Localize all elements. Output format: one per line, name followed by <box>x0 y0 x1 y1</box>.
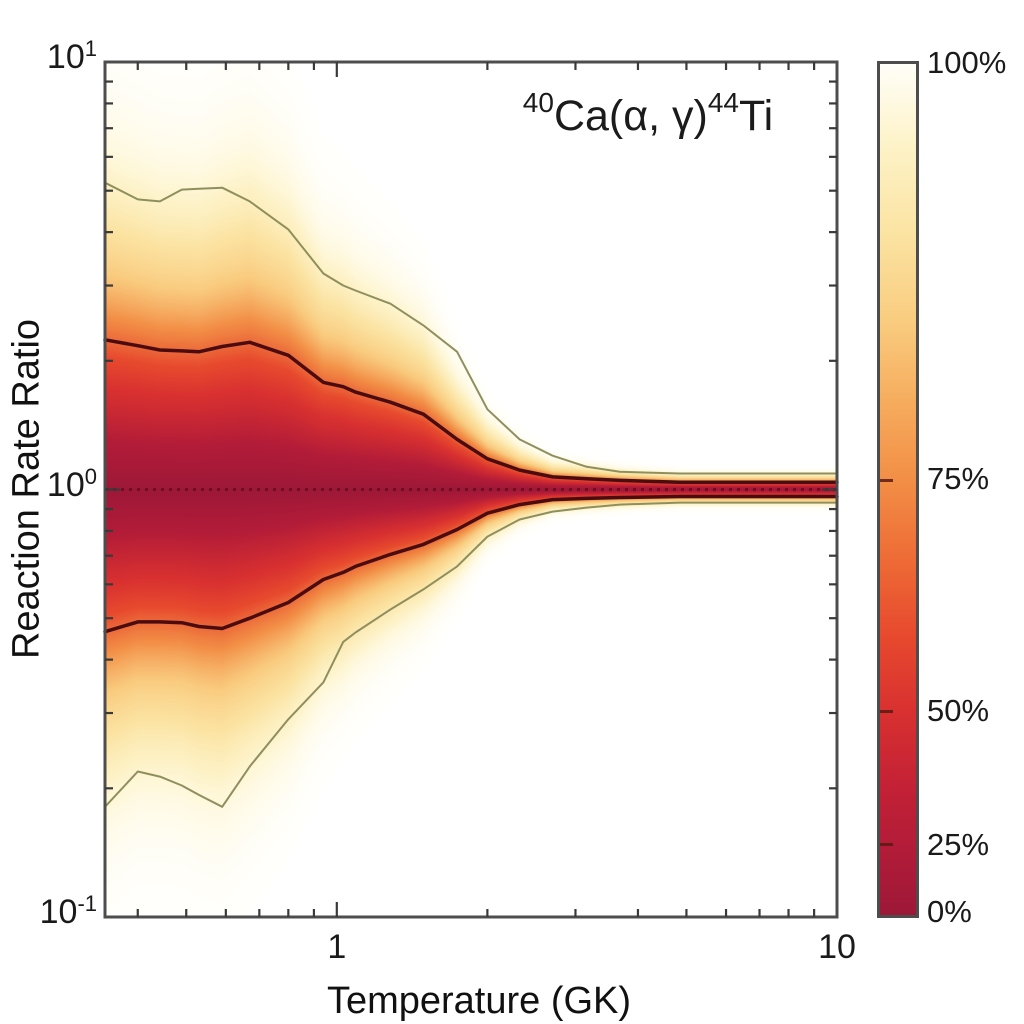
plot-title: 40Ca(α, γ)44Ti <box>523 89 774 141</box>
colorbar-label: 25% <box>927 827 990 862</box>
colorbar-tick-mark <box>880 479 893 483</box>
title-mass-40: 40 <box>522 87 554 118</box>
title-elem-ti: Ti <box>738 92 774 140</box>
colorbar-tick-mark <box>880 709 893 713</box>
title-elem-ca: Ca <box>553 92 609 140</box>
colorbar-gradient <box>880 64 916 915</box>
title-open-paren: ( <box>608 92 624 140</box>
colorbar-label: 0% <box>927 893 972 929</box>
y-tick-label: 101 <box>46 36 97 77</box>
colorbar-label: 75% <box>927 461 990 497</box>
x-tick-label: 10 <box>818 928 856 966</box>
title-alpha: α <box>623 92 649 140</box>
density-heatmap <box>105 62 837 917</box>
colorbar-tick-mark <box>880 842 893 846</box>
colorbar-label: 50% <box>927 693 990 729</box>
title-close-paren: ) <box>693 92 708 140</box>
x-tick-label: 1 <box>327 928 347 966</box>
title-separator: , <box>648 92 672 140</box>
title-mass-44: 44 <box>707 87 739 118</box>
y-tick-label: 100 <box>46 463 97 504</box>
title-gamma: γ <box>672 92 694 140</box>
colorbar <box>877 61 919 918</box>
y-tick-label: 10-1 <box>39 891 97 932</box>
x-axis-label: Temperature (GK) <box>326 980 632 1022</box>
colorbar-label: 100% <box>927 45 1007 81</box>
